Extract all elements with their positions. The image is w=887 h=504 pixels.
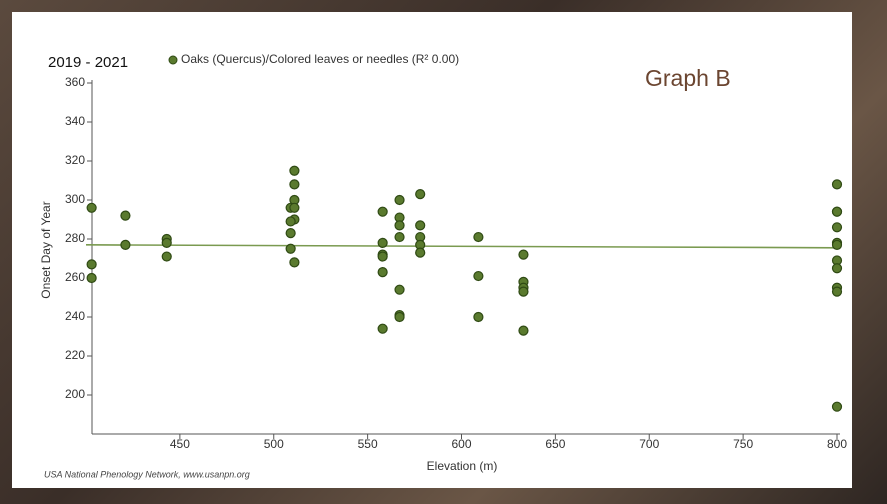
data-point: [290, 203, 299, 212]
data-point: [474, 313, 483, 322]
data-point: [378, 238, 387, 247]
data-point: [162, 252, 171, 261]
data-point: [121, 211, 130, 220]
chart: 2019 - 2021 Oaks (Quercus)/Colored leave…: [0, 0, 887, 504]
y-tick-label: 360: [65, 75, 85, 89]
data-point: [290, 180, 299, 189]
data-point: [378, 268, 387, 277]
legend-label: Oaks (Quercus)/Colored leaves or needles…: [181, 52, 459, 66]
data-point: [395, 313, 404, 322]
data-point: [290, 166, 299, 175]
y-tick-label: 260: [65, 270, 85, 284]
data-point: [378, 207, 387, 216]
x-tick-label: 450: [170, 437, 190, 451]
x-tick-label: 650: [545, 437, 565, 451]
data-point: [833, 180, 842, 189]
data-point: [395, 233, 404, 242]
data-point: [286, 217, 295, 226]
data-point: [286, 244, 295, 253]
data-point: [833, 402, 842, 411]
data-point: [833, 240, 842, 249]
x-tick-label: 600: [451, 437, 471, 451]
data-point: [395, 285, 404, 294]
data-point: [395, 196, 404, 205]
x-tick-label: 500: [264, 437, 284, 451]
y-tick-label: 240: [65, 309, 85, 323]
data-point: [416, 248, 425, 257]
y-tick-label: 340: [65, 114, 85, 128]
data-point: [121, 240, 130, 249]
x-axis-label: Elevation (m): [427, 459, 498, 473]
data-point: [833, 264, 842, 273]
data-point: [87, 274, 96, 283]
page: {"chart_data": {"type": "scatter", "titl…: [0, 0, 887, 504]
y-tick-label: 220: [65, 348, 85, 362]
y-axis-label: Onset Day of Year: [39, 201, 53, 298]
x-tick-label: 800: [827, 437, 847, 451]
data-point: [286, 229, 295, 238]
data-point: [474, 272, 483, 281]
y-tick-label: 200: [65, 387, 85, 401]
annotation: Graph B: [645, 65, 731, 91]
x-tick-label: 750: [733, 437, 753, 451]
chart-title: 2019 - 2021: [48, 54, 128, 71]
data-point: [378, 252, 387, 261]
legend-marker: [169, 56, 177, 64]
y-tick-label: 300: [65, 192, 85, 206]
data-point: [833, 287, 842, 296]
data-point: [87, 260, 96, 269]
data-point: [162, 238, 171, 247]
data-point: [833, 207, 842, 216]
y-tick-label: 280: [65, 231, 85, 245]
data-point: [833, 223, 842, 232]
data-point: [519, 326, 528, 335]
data-point: [519, 250, 528, 259]
data-point: [474, 233, 483, 242]
source: USA National Phenology Network, www.usan…: [44, 469, 250, 479]
data-point: [378, 324, 387, 333]
data-point: [416, 190, 425, 199]
data-point: [395, 221, 404, 230]
data-point: [416, 221, 425, 230]
y-tick-label: 320: [65, 153, 85, 167]
x-tick-label: 550: [358, 437, 378, 451]
data-point: [519, 287, 528, 296]
x-tick-label: 700: [639, 437, 659, 451]
data-point: [87, 203, 96, 212]
data-point: [290, 258, 299, 267]
